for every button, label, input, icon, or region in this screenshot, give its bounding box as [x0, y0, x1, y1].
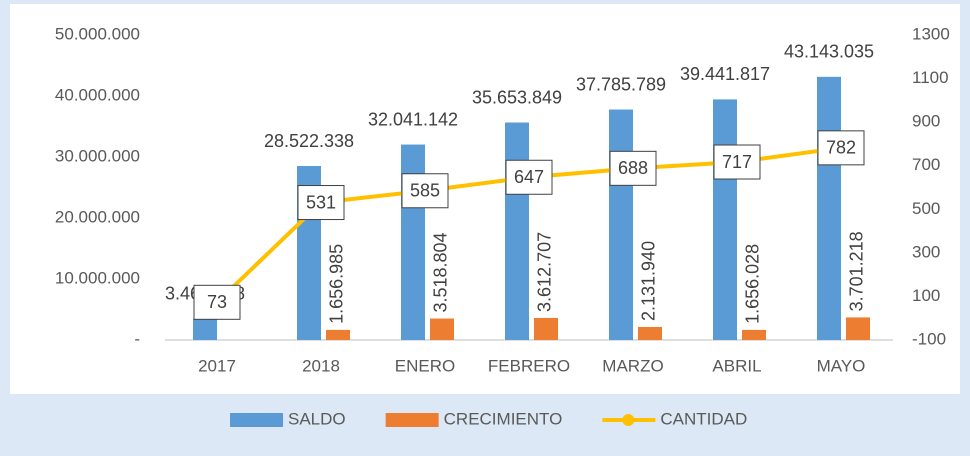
line-value-label: 717	[722, 152, 752, 172]
x-tick-label: 2017	[198, 356, 236, 375]
y2-tick-label: -100	[912, 329, 946, 348]
value-label-box	[193, 284, 241, 320]
bar-value-label: 43.143.035	[784, 42, 874, 62]
value-label-box	[505, 159, 553, 195]
bar	[817, 76, 841, 340]
y2-tick-label: 1100	[912, 68, 949, 87]
x-tick-label: MARZO	[602, 356, 663, 375]
line-value-label: 647	[514, 167, 544, 187]
y-tick-label: 50.000.000	[55, 24, 140, 43]
value-label-box	[609, 150, 657, 186]
bar	[609, 109, 633, 340]
bar	[638, 326, 662, 340]
x-tick-label: MAYO	[817, 356, 866, 375]
bar-value-label: 1.656.985	[327, 244, 347, 324]
bar	[742, 329, 766, 340]
line-value-label: 688	[618, 158, 648, 178]
y2-tick-label: 900	[912, 112, 940, 131]
bar-value-label: 32.041.142	[368, 109, 458, 129]
bar-value-label: 2.131.940	[639, 241, 659, 321]
x-tick-label: ENERO	[395, 356, 455, 375]
legend-label: CRECIMIENTO	[444, 409, 563, 428]
y2-tick-label: 100	[912, 286, 940, 305]
bar-value-label: 1.656.028	[743, 244, 763, 324]
legend-label: CANTIDAD	[660, 409, 747, 428]
value-label-box	[401, 173, 449, 209]
legend-label: SALDO	[288, 409, 346, 428]
line-value-label: 73	[207, 292, 227, 312]
plot-background	[10, 4, 960, 394]
bar	[505, 122, 529, 340]
y-tick-label: 40.000.000	[55, 85, 140, 104]
y2-tick-label: 300	[912, 242, 940, 261]
bar-value-label: 39.441.817	[680, 64, 770, 84]
y-tick-label: -	[134, 329, 140, 348]
bar	[326, 329, 350, 340]
y2-tick-label: 1300	[912, 24, 950, 43]
bar-value-label: 3.701.218	[847, 231, 867, 311]
legend-marker	[622, 414, 635, 426]
line-value-label: 782	[826, 138, 856, 158]
line-value-label: 585	[410, 181, 440, 201]
y-tick-label: 30.000.000	[55, 146, 140, 165]
y2-tick-label: 500	[912, 199, 940, 218]
legend-swatch	[230, 413, 283, 427]
y2-tick-label: 700	[912, 155, 940, 174]
bar	[713, 99, 737, 341]
bar	[846, 317, 870, 340]
bar-value-label: 37.785.789	[576, 74, 666, 94]
value-label-box	[817, 130, 865, 166]
bar	[534, 317, 558, 340]
bar	[430, 318, 454, 340]
x-tick-label: 2018	[302, 356, 340, 375]
value-label-box	[297, 185, 345, 221]
bar-value-label: 28.522.338	[264, 131, 354, 151]
line-value-label: 531	[306, 192, 336, 212]
y-tick-label: 20.000.000	[55, 207, 140, 226]
x-tick-label: FEBRERO	[488, 356, 570, 375]
bar	[193, 318, 217, 340]
bar-value-label: 35.653.849	[472, 87, 562, 107]
legend-swatch	[385, 413, 439, 427]
y-tick-label: 10.000.000	[55, 268, 140, 287]
bar-value-label: 3.518.804	[431, 232, 451, 312]
bar-value-label: 3.612.707	[535, 232, 555, 312]
value-label-box	[713, 144, 761, 180]
x-tick-label: ABRIL	[712, 356, 761, 375]
